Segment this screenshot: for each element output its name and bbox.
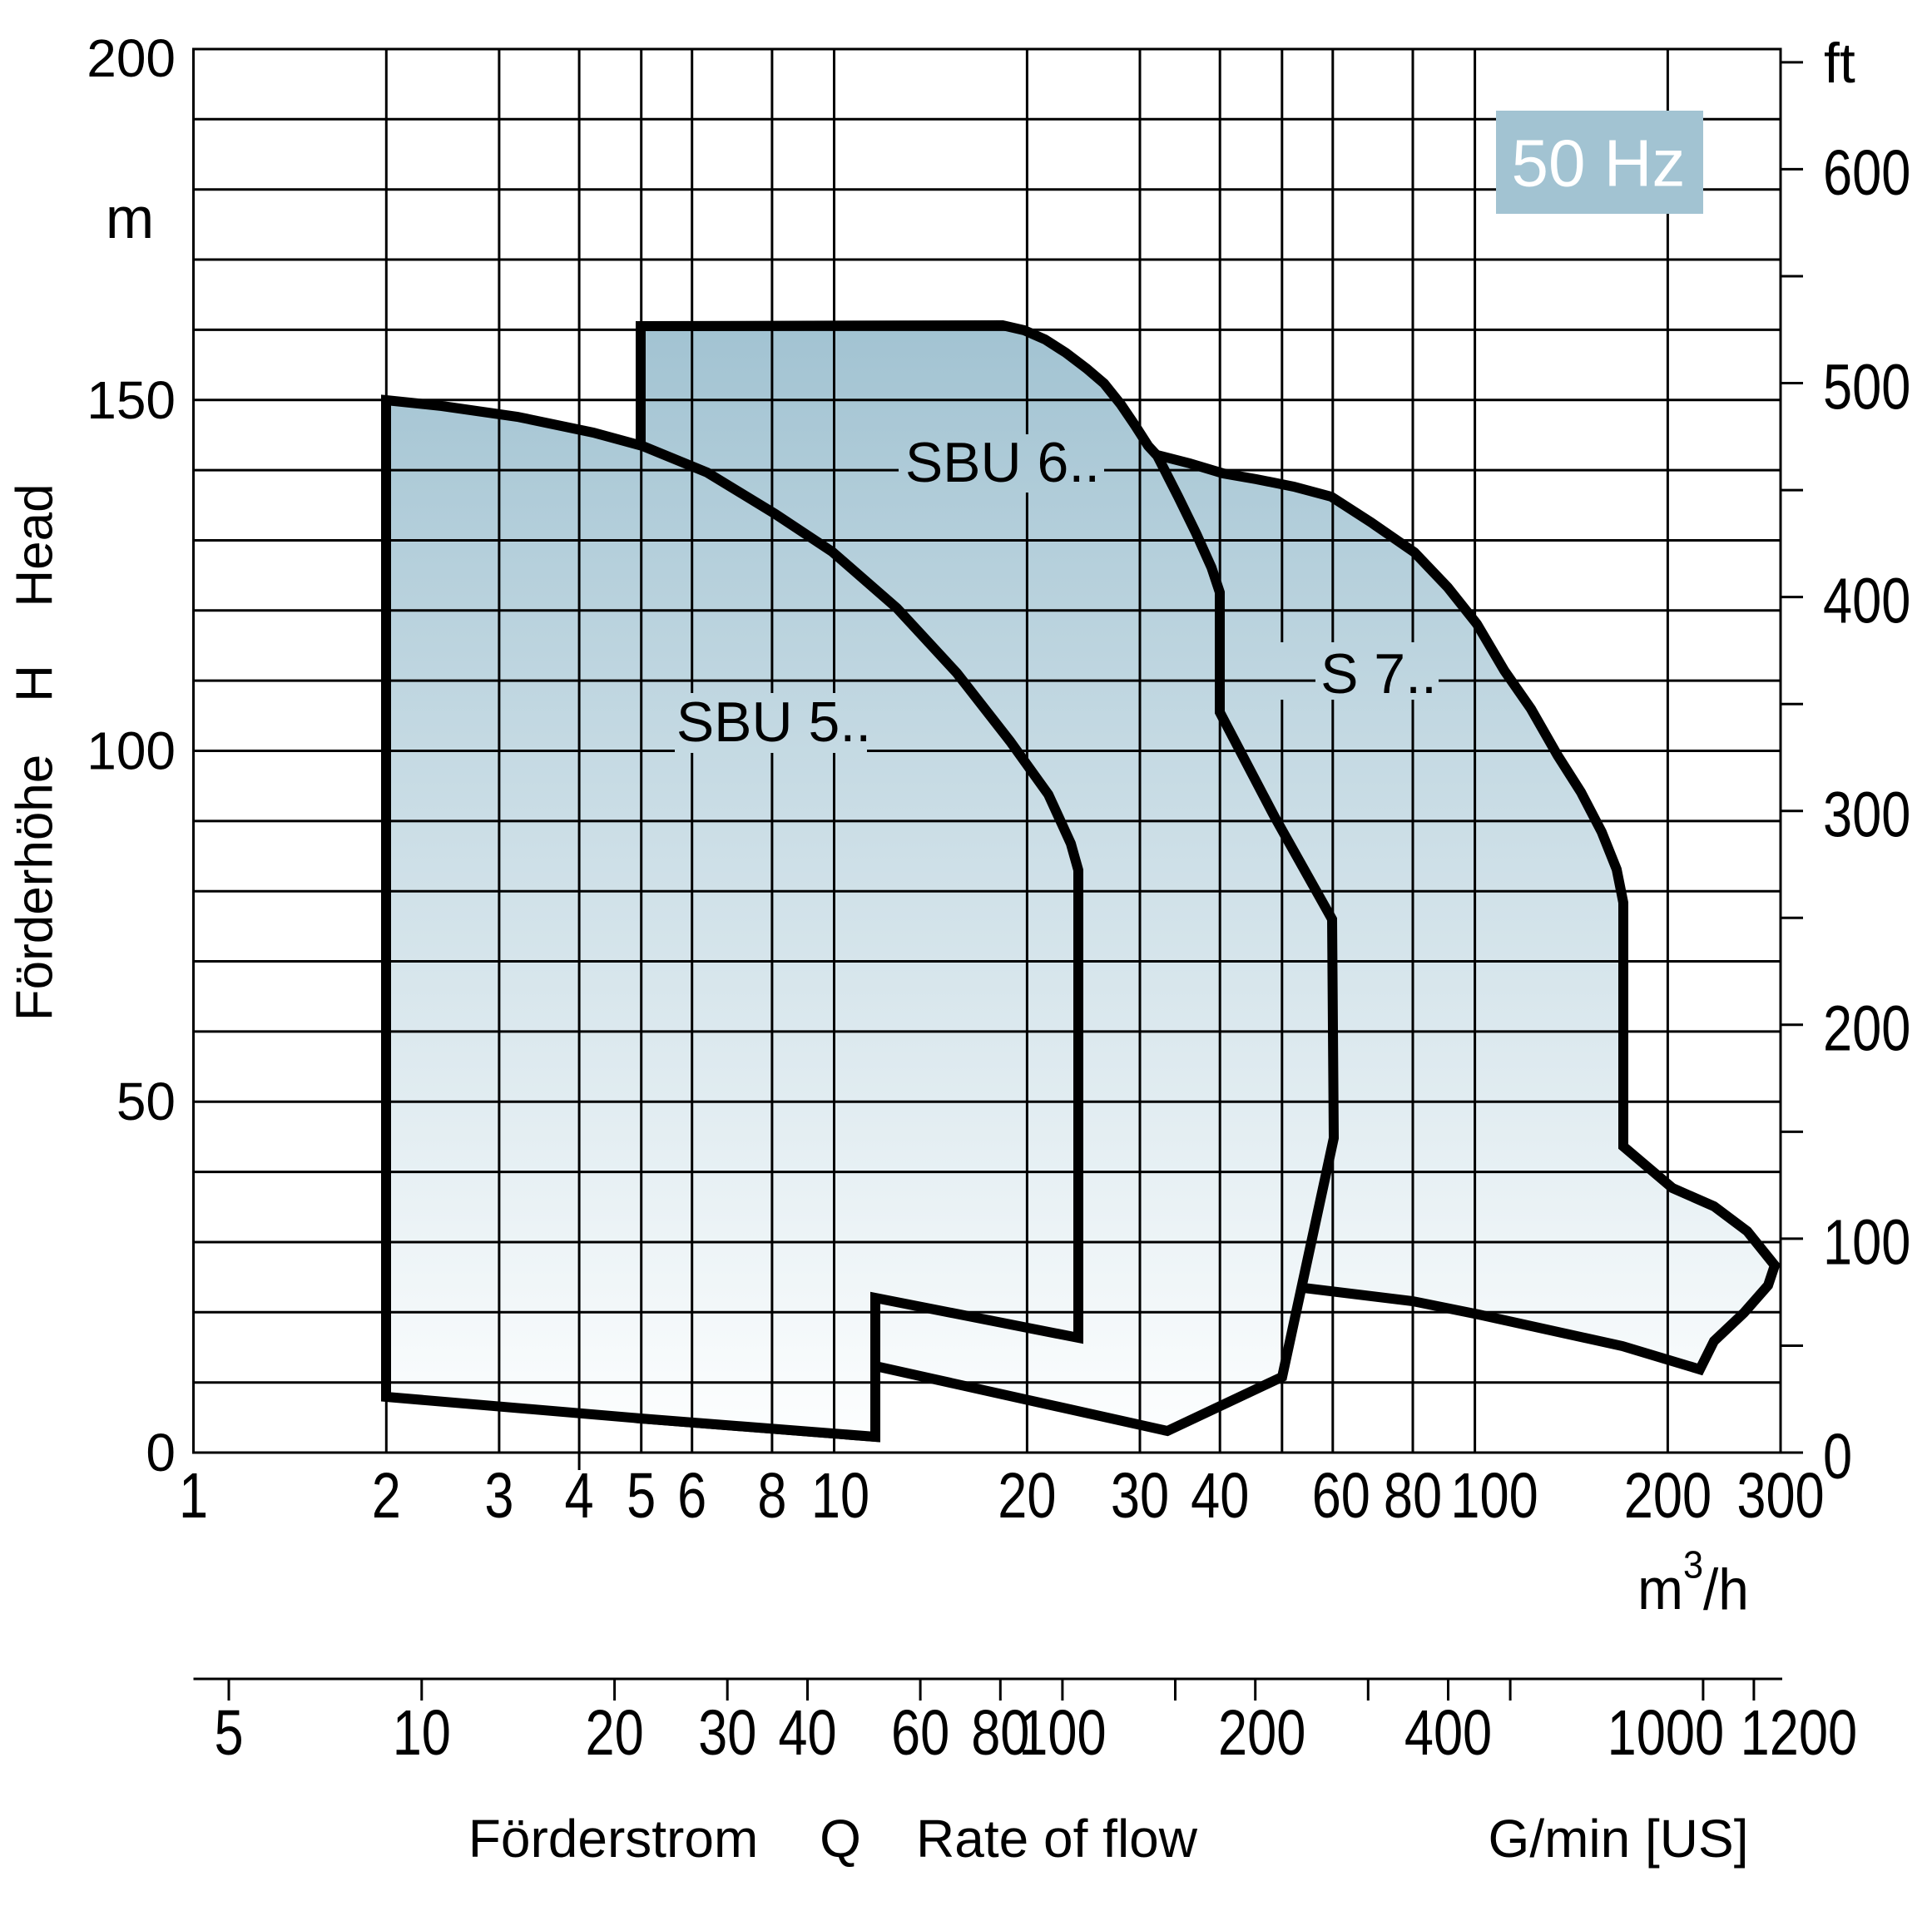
svg-text:0: 0 bbox=[1823, 1420, 1852, 1492]
svg-text:0: 0 bbox=[146, 1423, 176, 1483]
svg-text:Q: Q bbox=[820, 1809, 861, 1869]
svg-text:300: 300 bbox=[1736, 1459, 1824, 1531]
svg-text:300: 300 bbox=[1823, 779, 1910, 850]
svg-text:SBU 6..: SBU 6.. bbox=[905, 431, 1100, 494]
svg-text:100: 100 bbox=[87, 721, 176, 781]
svg-text:4: 4 bbox=[565, 1459, 594, 1531]
svg-text:10: 10 bbox=[393, 1696, 451, 1768]
svg-text:50: 50 bbox=[116, 1072, 176, 1131]
svg-text:3: 3 bbox=[484, 1459, 513, 1531]
svg-text:Förderstrom: Förderstrom bbox=[468, 1809, 759, 1869]
svg-text:60: 60 bbox=[891, 1696, 949, 1768]
svg-text:80: 80 bbox=[1384, 1459, 1442, 1531]
svg-text:G/min [US]: G/min [US] bbox=[1489, 1809, 1749, 1869]
svg-text:100: 100 bbox=[1823, 1206, 1910, 1278]
svg-text:ft: ft bbox=[1824, 32, 1855, 95]
svg-text:40: 40 bbox=[778, 1696, 836, 1768]
svg-text:40: 40 bbox=[1191, 1459, 1249, 1531]
svg-text:200: 200 bbox=[1624, 1459, 1712, 1531]
svg-text:100: 100 bbox=[1450, 1459, 1538, 1531]
svg-text:H: H bbox=[7, 665, 64, 702]
svg-text:Rate of flow: Rate of flow bbox=[916, 1809, 1198, 1869]
svg-text:400: 400 bbox=[1823, 564, 1910, 636]
svg-text:20: 20 bbox=[998, 1459, 1056, 1531]
svg-text:200: 200 bbox=[1218, 1696, 1305, 1768]
svg-text:1000: 1000 bbox=[1608, 1696, 1724, 1768]
svg-text:150: 150 bbox=[87, 370, 176, 430]
svg-text:S 7..: S 7.. bbox=[1320, 642, 1437, 705]
svg-text:5: 5 bbox=[627, 1459, 656, 1531]
svg-text:8: 8 bbox=[757, 1459, 786, 1531]
svg-text:400: 400 bbox=[1404, 1696, 1492, 1768]
svg-text:60: 60 bbox=[1312, 1459, 1370, 1531]
svg-text:20: 20 bbox=[585, 1696, 643, 1768]
svg-text:30: 30 bbox=[698, 1696, 756, 1768]
svg-text:500: 500 bbox=[1823, 350, 1910, 422]
svg-text:200: 200 bbox=[1823, 993, 1910, 1064]
svg-text:50 Hz: 50 Hz bbox=[1512, 126, 1686, 201]
svg-text:100: 100 bbox=[1018, 1696, 1106, 1768]
svg-text:30: 30 bbox=[1111, 1459, 1169, 1531]
svg-text:m: m bbox=[106, 186, 154, 250]
svg-text:5: 5 bbox=[214, 1696, 243, 1768]
svg-text:Head: Head bbox=[7, 483, 64, 606]
svg-text:600: 600 bbox=[1823, 136, 1910, 208]
svg-text:SBU 5..: SBU 5.. bbox=[676, 691, 871, 754]
svg-text:80: 80 bbox=[971, 1696, 1029, 1768]
svg-text:1: 1 bbox=[179, 1459, 208, 1531]
svg-text:10: 10 bbox=[811, 1459, 869, 1531]
svg-text:1200: 1200 bbox=[1741, 1696, 1857, 1768]
svg-text:200: 200 bbox=[87, 28, 176, 88]
svg-text:2: 2 bbox=[372, 1459, 401, 1531]
svg-text:Förderhöhe: Förderhöhe bbox=[7, 755, 64, 1022]
svg-text:6: 6 bbox=[677, 1459, 706, 1531]
